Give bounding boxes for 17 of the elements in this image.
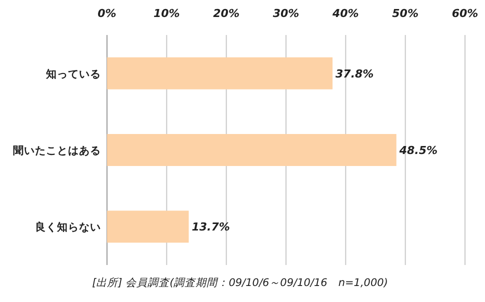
data-label: 37.8%	[336, 67, 374, 80]
x-tick-label: 40%	[331, 7, 359, 20]
bar	[107, 134, 396, 166]
y-tick-label: 聞いたことはある	[13, 144, 101, 157]
bar	[107, 57, 333, 90]
data-label: 13.7%	[192, 220, 230, 234]
x-tick-label: 60%	[452, 7, 478, 20]
data-label: 48.5%	[398, 144, 438, 157]
x-tick-label: 20%	[213, 7, 240, 20]
y-tick-label: 良く知らない	[35, 220, 101, 234]
x-tick-label: 30%	[272, 7, 300, 20]
x-tick-label: 50%	[392, 7, 419, 20]
x-tick-label: 0%	[98, 7, 116, 20]
text: [出所] 会員調査(調査期間：09/10/6～09/10/16 n=1,000)	[92, 277, 388, 289]
y-tick-label: 知っている	[45, 67, 101, 80]
x-tick-label: 10%	[153, 7, 180, 20]
bar	[107, 210, 189, 243]
